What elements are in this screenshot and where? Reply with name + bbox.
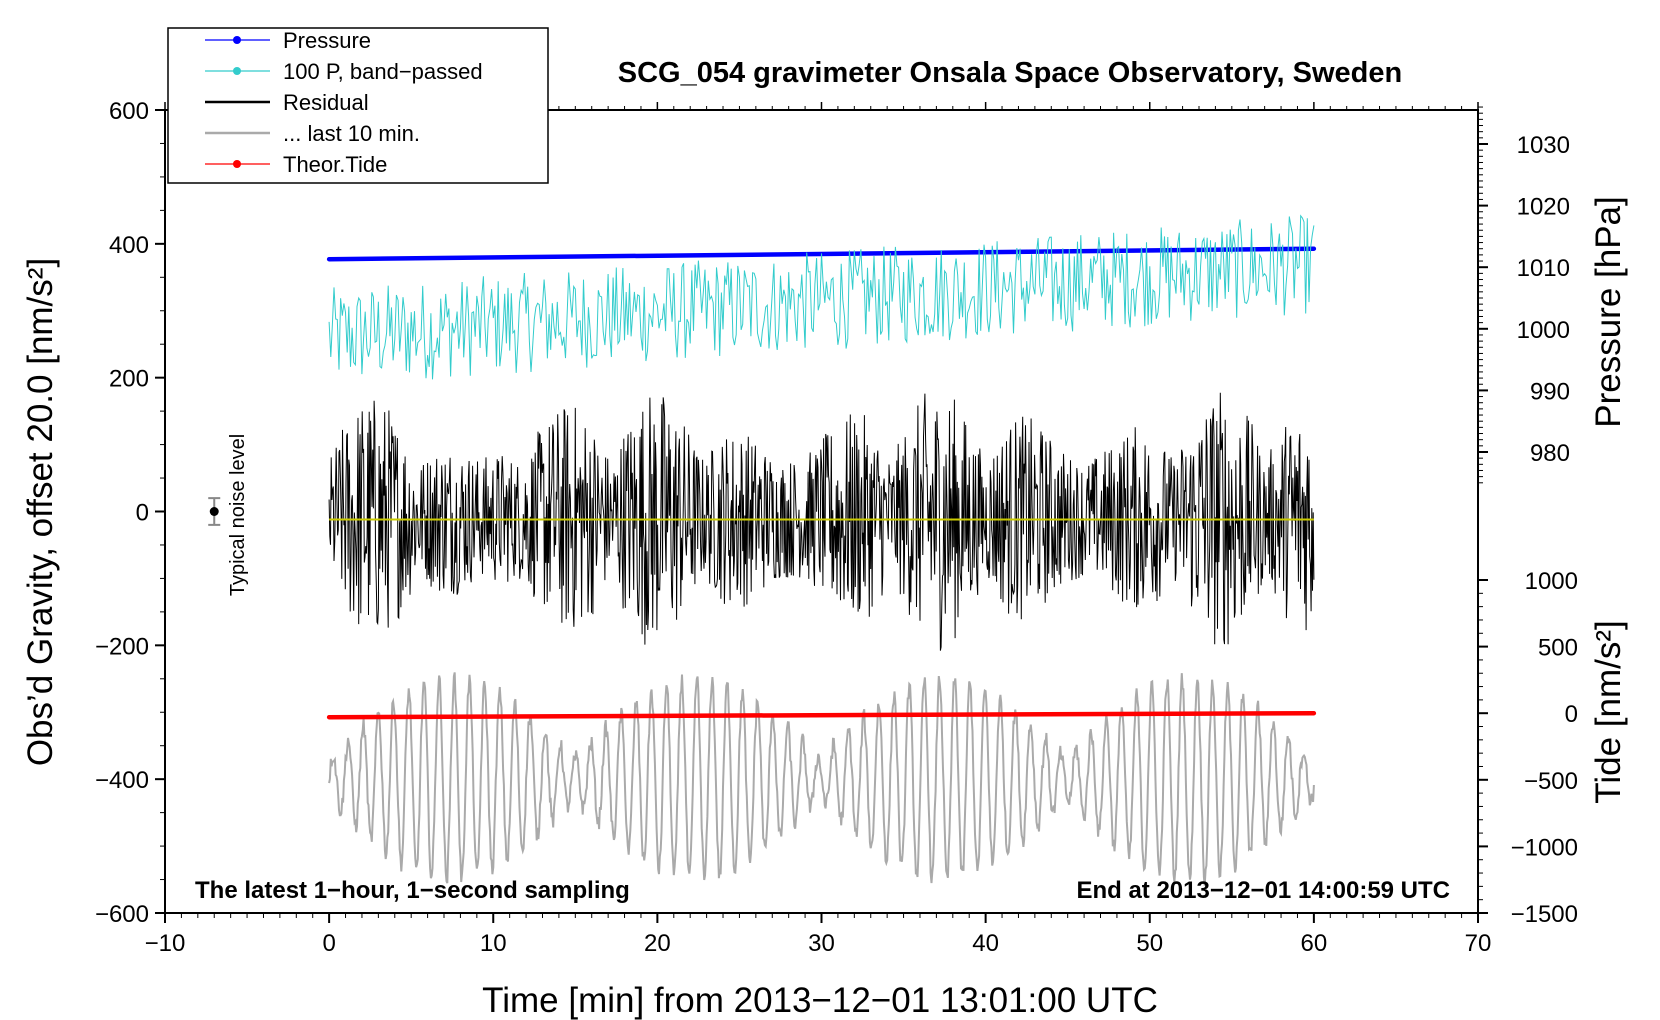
tide-tick-label: −500 [1524,768,1578,795]
x-tick-label: −10 [145,930,186,957]
last-10-min-line [328,672,1315,886]
x-tick-label: 0 [322,930,335,957]
x-axis-label: Time [min] from 2013−12−01 13:01:00 UTC [482,981,1158,1020]
y-tick-label: 200 [109,366,149,393]
tide-tick-label: 500 [1538,635,1578,662]
y-tick-label: −600 [95,901,149,928]
pressure-tick-label: 1010 [1517,255,1570,282]
y-tick-label: 400 [109,232,149,259]
pressure-tick-label: 1000 [1517,317,1570,344]
legend-entry-pressure: Pressure [205,28,371,53]
legend-marker-theor-tide [233,160,241,168]
tide-tick-label: 1000 [1525,568,1578,595]
pressure-axis-label: Pressure [hPa] [1589,196,1628,428]
x-tick-label: 30 [808,930,835,957]
y-tick-label: −200 [95,633,149,660]
pressure-tick-label: 1020 [1517,194,1570,221]
legend-label-theor-tide: Theor.Tide [283,152,387,177]
legend: Pressure 100 P, band−passed Residual ...… [167,27,549,184]
y-axis-label: Obs’d Gravity, offset 20.0 [nm/s²] [21,258,60,766]
y-tick-label: 0 [136,500,149,527]
pressure-tick-label: 1030 [1517,132,1570,159]
tide-tick-label: −1500 [1511,901,1578,928]
tide-tick-label: 0 [1565,701,1578,728]
legend-entry-last-10-min: ... last 10 min. [205,121,420,146]
legend-marker-pressure [233,36,241,44]
x-tick-label: 50 [1136,930,1163,957]
legend-entry-residual: Residual [205,90,369,115]
annotation-sampling: The latest 1−hour, 1−second sampling [195,877,630,904]
tide-axis-label: Tide [nm/s²] [1589,620,1628,803]
theor-tide-line [326,710,1317,720]
chart-title: SCG_054 gravimeter Onsala Space Observat… [618,57,1402,89]
pressure-tick-label: 990 [1530,378,1570,405]
legend-entry-theor-tide: Theor.Tide [205,152,387,177]
x-tick-label: 70 [1465,930,1492,957]
noise-level-marker [208,497,221,526]
noise-point [209,507,219,516]
series-layer [326,214,1317,886]
y-tick-label: −400 [95,767,149,794]
tide-tick-label: −1000 [1511,834,1578,861]
x-tick-label: 20 [644,930,671,957]
annotation-end-time: End at 2013−12−01 14:00:59 UTC [1076,877,1450,904]
noise-level-label: Typical noise level [227,434,249,596]
band-passed-pressure-line [328,214,1315,380]
legend-label-residual: Residual [283,90,369,115]
y-tick-label: 600 [109,98,149,125]
x-tick-label: 60 [1301,930,1328,957]
legend-label-band-passed: 100 P, band−passed [283,59,483,84]
residual-line [328,392,1315,651]
legend-entry-band-passed: 100 P, band−passed [205,59,483,84]
legend-label-pressure: Pressure [283,28,371,53]
x-tick-label: 10 [480,930,507,957]
x-tick-label: 40 [972,930,999,957]
legend-label-last-10-min: ... last 10 min. [283,121,420,146]
legend-box [167,27,549,184]
ticks-layer: −10 0 10 20 30 40 50 60 70−600−400−2000200400600… [95,98,1578,957]
legend-marker-band-passed [233,67,241,75]
pressure-tick-label: 980 [1530,440,1570,467]
